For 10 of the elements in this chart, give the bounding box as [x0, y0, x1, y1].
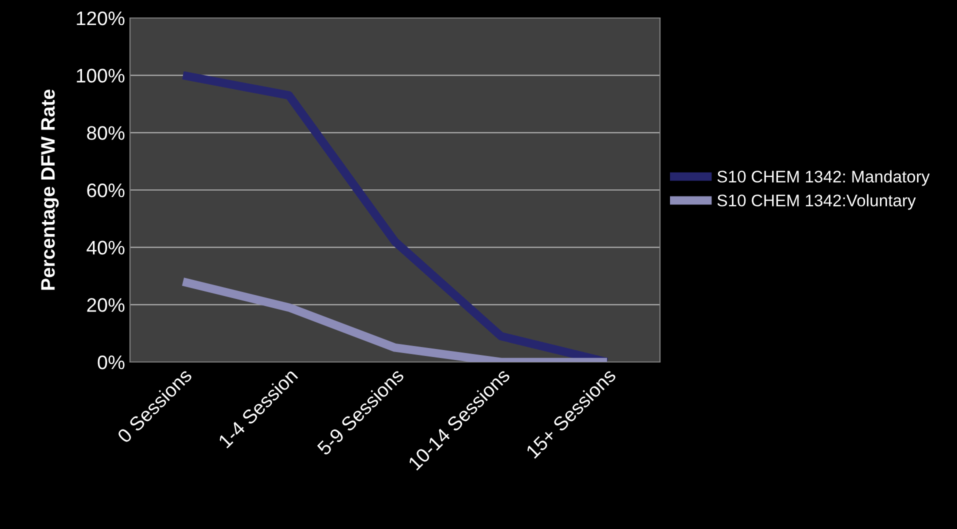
y-tick-label: 120%: [76, 11, 124, 26]
y-tick-label: 20%: [87, 298, 124, 312]
y-tick-label: 60%: [87, 183, 124, 198]
y-axis-title: Percentage DFW Rate: [41, 90, 59, 290]
y-tick-label: 0%: [98, 355, 124, 370]
legend-label: S10 CHEM 1342:Voluntary: [717, 194, 916, 210]
y-tick-label: 100%: [76, 68, 124, 83]
legend-label: S10 CHEM 1342: Mandatory: [717, 170, 930, 186]
y-tick-label: 80%: [87, 126, 124, 140]
y-tick-label: 40%: [86, 240, 124, 255]
